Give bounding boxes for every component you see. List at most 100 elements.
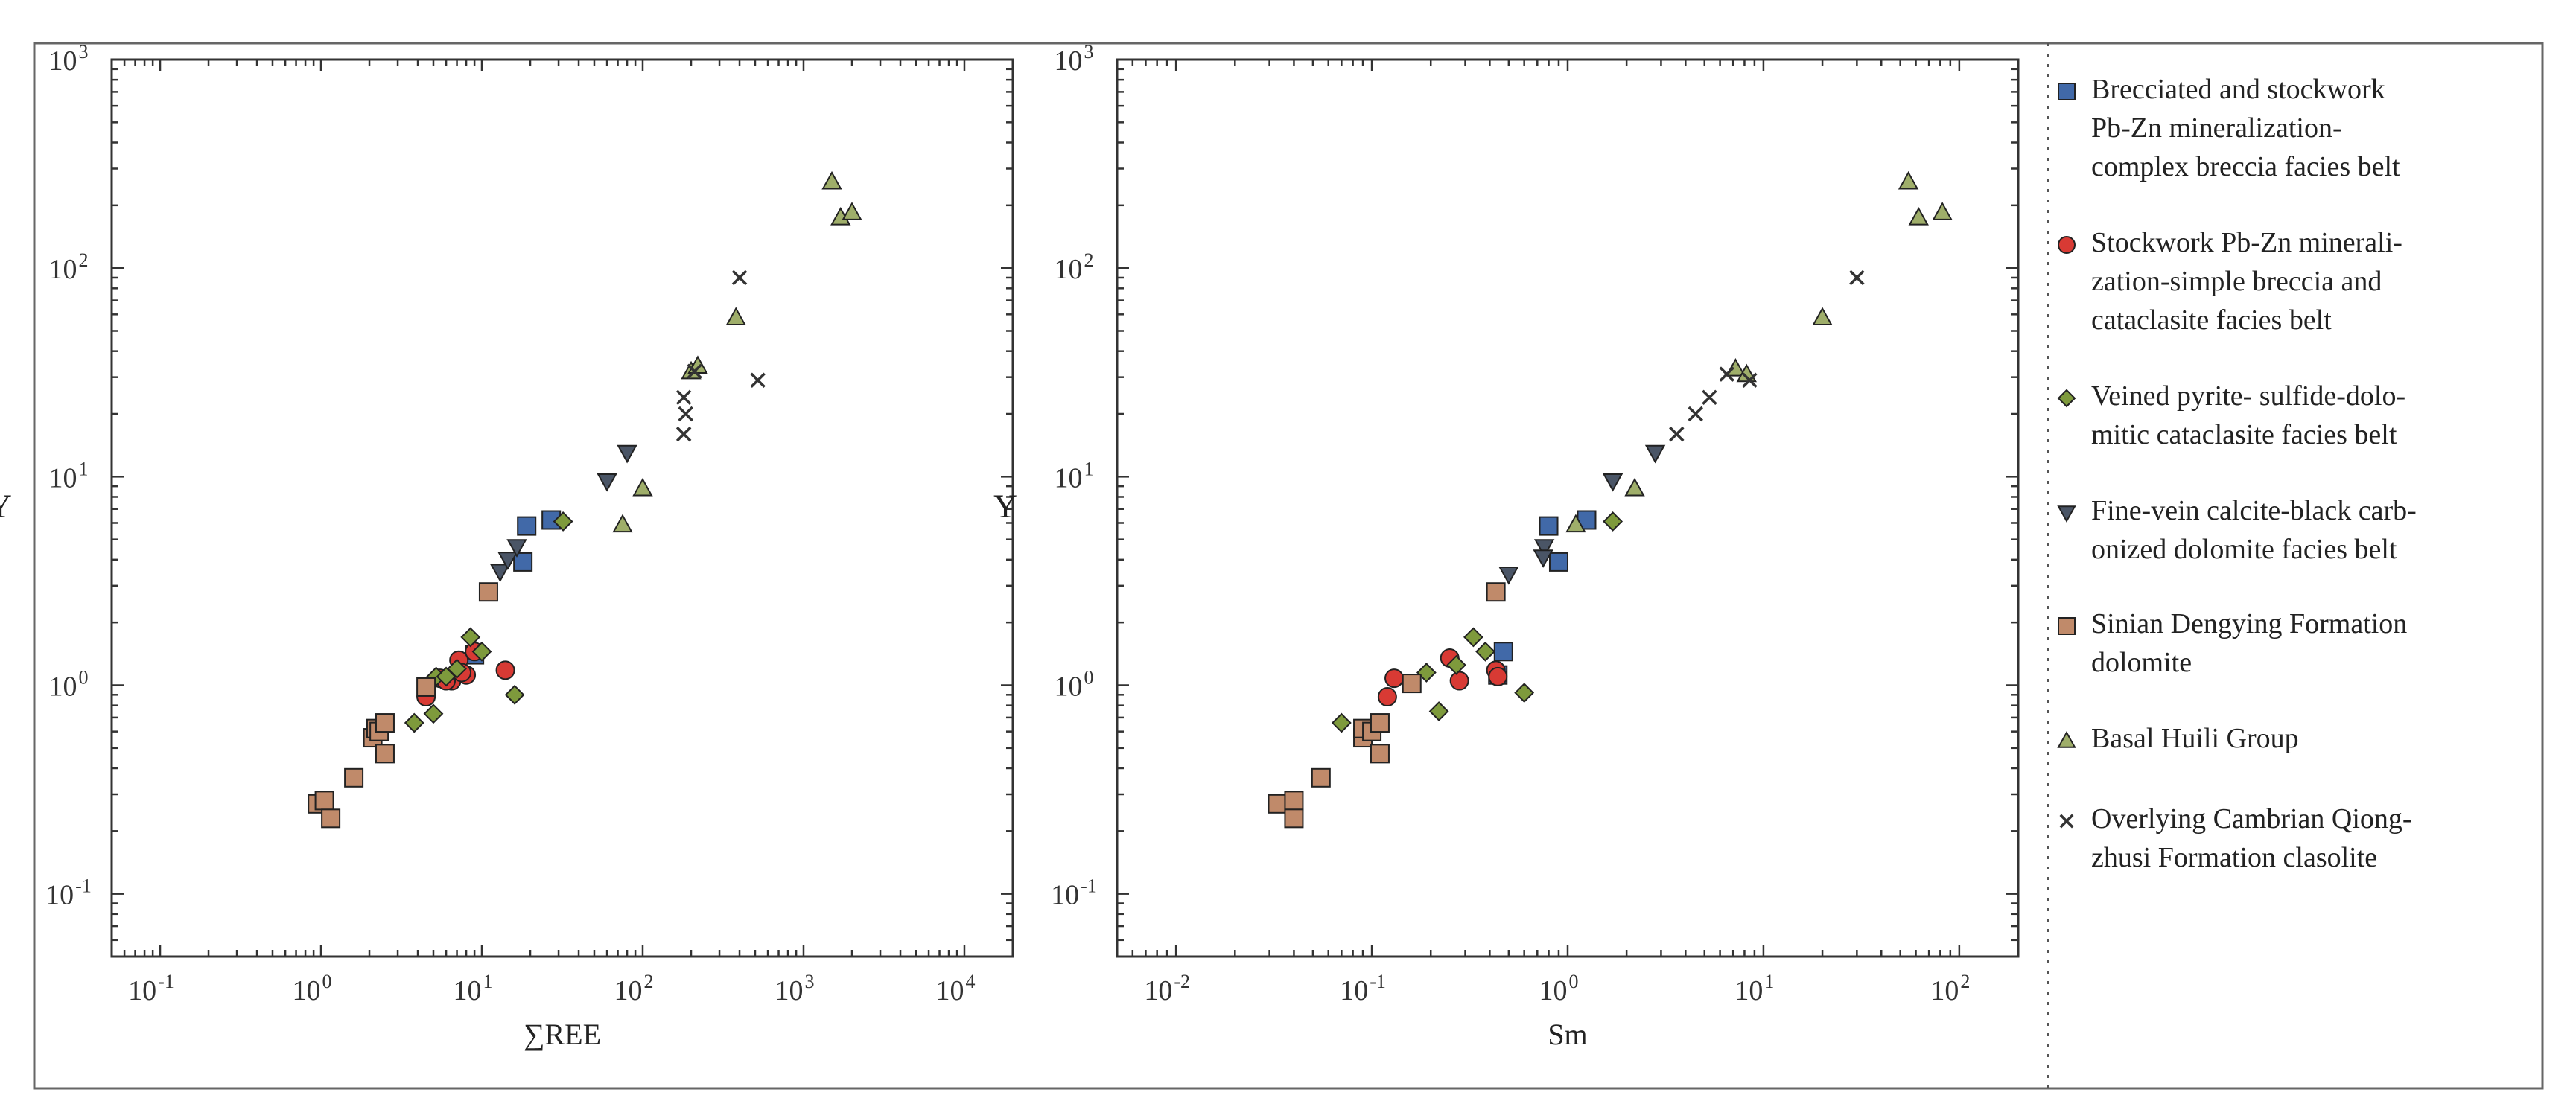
data-point: [314, 791, 334, 811]
outer-border: [33, 42, 2544, 1090]
data-point: [617, 444, 637, 464]
y-tick-label: 103: [1055, 41, 1094, 77]
series-sinian: [1268, 582, 1506, 829]
data-point: [1565, 514, 1586, 533]
legend-item-breccia_simple: Stockwork Pb-Zn minerali-zation-simple b…: [2055, 223, 2547, 339]
data-point: [1624, 477, 1645, 497]
data-point: [1533, 549, 1553, 568]
legend-label-line: Fine-vein calcite-black carb-: [2091, 495, 2417, 526]
legend-item-huili: Basal Huili Group: [2055, 719, 2547, 758]
data-point: [1533, 539, 1555, 558]
legend-label-line: complex breccia facies belt: [2091, 151, 2400, 182]
data-point: [1268, 794, 1288, 814]
legend-item-cambrian: Overlying Cambrian Qiong-zhusi Formation…: [2055, 800, 2547, 877]
x-tick-label: 101: [454, 971, 493, 1006]
x-tick-label: 100: [1539, 971, 1579, 1006]
data-point: [506, 539, 527, 558]
data-point: [1898, 170, 1919, 190]
y-tick-label: 10-1: [1051, 875, 1097, 911]
data-point: [460, 627, 481, 648]
x-tick-label: 104: [935, 971, 975, 1006]
data-point: [1428, 701, 1449, 721]
plot-frame: [110, 58, 1014, 958]
data-point: [1498, 566, 1519, 585]
legend-symbol: [2057, 389, 2076, 408]
x-tick-label: 10-1: [128, 971, 174, 1006]
legend-label-line: Stockwork Pb-Zn minerali-: [2091, 227, 2402, 258]
x-tick-label: 100: [293, 971, 332, 1006]
y-tick-label: 103: [49, 41, 89, 77]
data-point: [1719, 366, 1734, 382]
data-point: [597, 473, 617, 492]
data-point: [725, 307, 746, 326]
data-point: [632, 477, 653, 497]
legend-label-line: zation-simple breccia and: [2091, 266, 2382, 297]
series-veined_pyrite: [1331, 511, 1623, 733]
data-point: [1284, 808, 1304, 829]
data-point: [731, 269, 748, 286]
legend-label-line: onized dolomite facies belt: [2091, 534, 2397, 565]
legend-marker: [2058, 236, 2076, 254]
data-point: [1446, 654, 1466, 675]
x-tick-label: 102: [614, 971, 653, 1006]
data-point: [1688, 406, 1703, 422]
series-cambrian: [1669, 269, 1865, 442]
legend-label-line: Veined pyrite- sulfide-dolo-: [2091, 380, 2406, 412]
x-tick-label: 103: [775, 971, 814, 1006]
data-point: [1539, 516, 1559, 536]
legend-marker: [2059, 814, 2074, 829]
data-point: [1548, 552, 1568, 572]
data-point: [1514, 683, 1535, 703]
data-point: [436, 666, 457, 687]
data-point: [1602, 473, 1623, 492]
data-point: [1849, 269, 1865, 286]
data-point: [612, 514, 633, 533]
data-point: [1284, 791, 1304, 811]
data-point: [1702, 389, 1717, 406]
series-breccia_simple: [1377, 648, 1508, 707]
data-point: [750, 372, 766, 389]
data-point: [1402, 674, 1422, 694]
legend-symbol: [2058, 617, 2076, 635]
legend-item-fine_vein: Fine-vein calcite-black carb-onized dolo…: [2055, 491, 2547, 569]
data-point: [1416, 663, 1437, 683]
data-point: [517, 516, 537, 536]
y-tick-label: 100: [1055, 666, 1094, 702]
series-cambrian: [675, 269, 766, 442]
x-tick-label: 10-1: [1340, 971, 1386, 1006]
legend-label-line: Sinian Dengying Formation: [2091, 608, 2408, 639]
data-point: [495, 660, 515, 680]
data-point: [1742, 372, 1758, 389]
data-point: [1908, 207, 1929, 226]
legend-label-line: Pb-Zn mineralization-: [2091, 112, 2342, 144]
series-huili: [612, 170, 862, 533]
data-point: [1463, 627, 1483, 648]
data-point: [1377, 687, 1397, 707]
data-point: [1669, 426, 1685, 442]
x-axis-label: ∑REE: [524, 1018, 601, 1051]
x-tick-label: 102: [1930, 971, 1970, 1006]
legend-item-sinian: Sinian Dengying Formation dolomite: [2055, 604, 2547, 682]
data-point: [1331, 712, 1352, 733]
data-point: [416, 677, 436, 697]
data-point: [842, 202, 862, 220]
legend-marker: [2057, 730, 2076, 748]
data-point: [375, 744, 395, 764]
data-point: [1603, 511, 1623, 532]
data-point: [675, 389, 692, 406]
data-point: [1812, 307, 1833, 326]
data-point: [553, 511, 573, 532]
legend-marker: [2057, 505, 2076, 523]
data-point: [471, 641, 492, 662]
data-point: [344, 767, 364, 788]
data-point: [1644, 444, 1666, 464]
data-point: [404, 712, 424, 733]
y-tick-label: 10-1: [45, 875, 92, 911]
data-point: [321, 808, 341, 829]
data-point: [1370, 744, 1390, 764]
data-point: [489, 564, 511, 583]
legend-item-breccia_complex: Brecciated and stockwork Pb-Zn mineraliza…: [2055, 70, 2547, 186]
legend-label-line: Basal Huili Group: [2091, 723, 2299, 754]
legend-label-line: mitic cataclasite facies belt: [2091, 419, 2397, 450]
x-tick-label: 101: [1734, 971, 1774, 1006]
